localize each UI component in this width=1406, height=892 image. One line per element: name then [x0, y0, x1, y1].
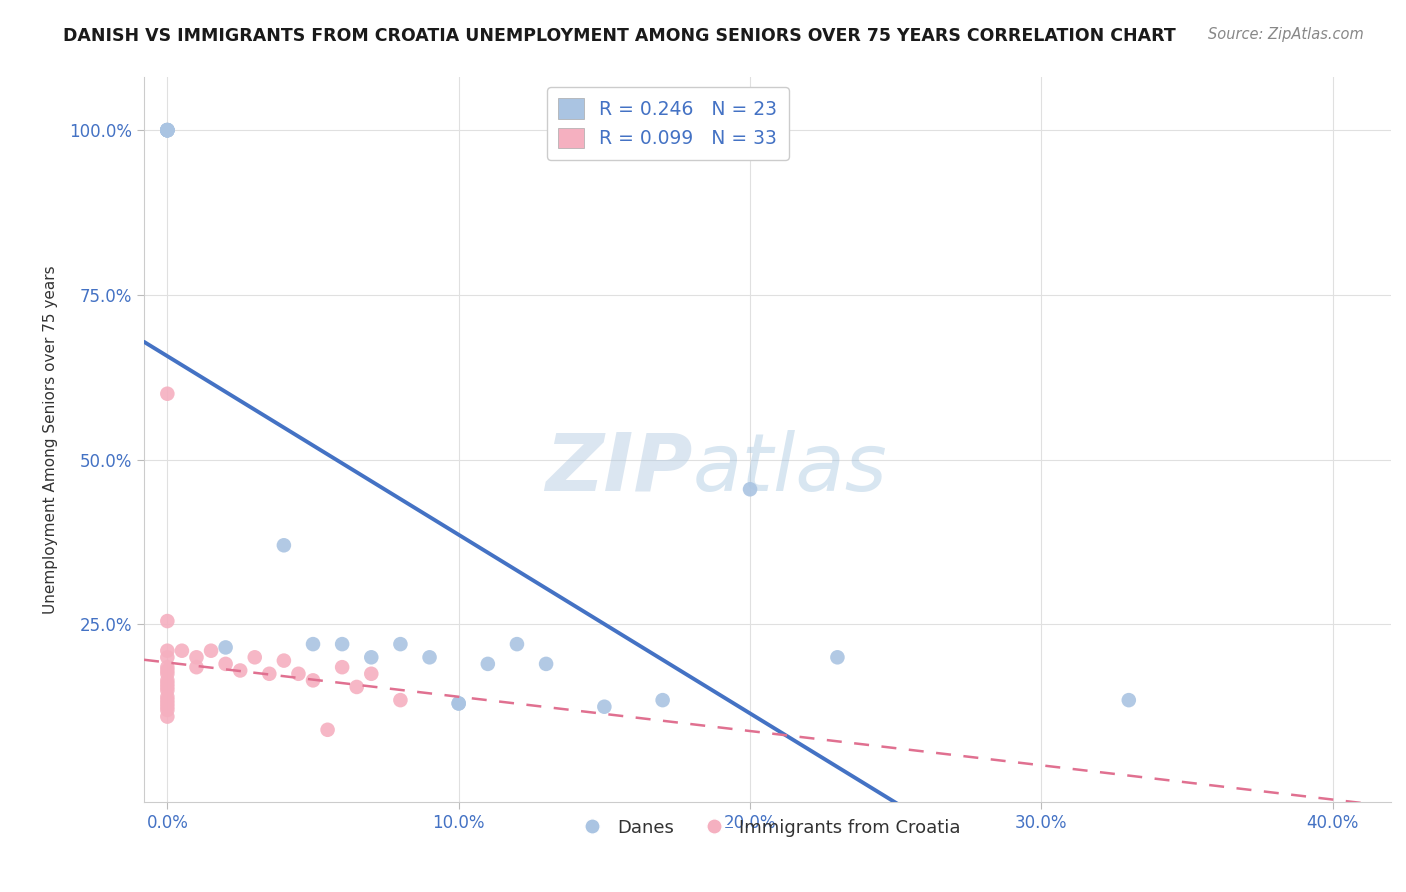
Point [170, 643, 193, 657]
Point [330, 637, 353, 651]
Point [156, 690, 179, 704]
Point [156, 123, 179, 137]
Point [360, 650, 382, 665]
Text: Source: ZipAtlas.com: Source: ZipAtlas.com [1208, 27, 1364, 42]
Point [477, 657, 499, 671]
Point [156, 666, 179, 681]
Point [506, 637, 529, 651]
Legend: Danes, Immigrants from Croatia: Danes, Immigrants from Croatia [567, 812, 969, 844]
Point [419, 650, 441, 665]
Point [156, 123, 179, 137]
Point [186, 660, 208, 674]
Point [827, 650, 849, 665]
Point [156, 650, 179, 665]
Point [214, 640, 236, 655]
Point [1118, 693, 1140, 707]
Point [302, 637, 325, 651]
Point [156, 123, 179, 137]
Point [229, 664, 252, 678]
Point [156, 123, 179, 137]
Point [186, 650, 208, 665]
Point [651, 693, 673, 707]
Point [156, 693, 179, 707]
Point [156, 660, 179, 674]
Point [360, 666, 382, 681]
Point [156, 614, 179, 628]
Point [447, 697, 470, 711]
Point [316, 723, 339, 737]
Point [243, 650, 266, 665]
Point [156, 123, 179, 137]
Text: atlas: atlas [693, 430, 887, 508]
Point [156, 123, 179, 137]
Point [273, 654, 295, 668]
Point [738, 483, 761, 497]
Point [156, 676, 179, 690]
Point [346, 680, 368, 694]
Point [534, 657, 557, 671]
Point [593, 699, 616, 714]
Point [330, 660, 353, 674]
Y-axis label: Unemployment Among Seniors over 75 years: Unemployment Among Seniors over 75 years [44, 266, 58, 615]
Point [156, 709, 179, 723]
Point [156, 697, 179, 711]
Text: DANISH VS IMMIGRANTS FROM CROATIA UNEMPLOYMENT AMONG SENIORS OVER 75 YEARS CORRE: DANISH VS IMMIGRANTS FROM CROATIA UNEMPL… [63, 27, 1175, 45]
Point [447, 697, 470, 711]
Point [259, 666, 281, 681]
Point [156, 386, 179, 401]
Point [200, 643, 222, 657]
Point [389, 693, 412, 707]
Point [156, 643, 179, 657]
Point [156, 699, 179, 714]
Point [389, 637, 412, 651]
Point [214, 657, 236, 671]
Point [156, 664, 179, 678]
Point [156, 703, 179, 717]
Point [156, 673, 179, 688]
Text: ZIP: ZIP [546, 430, 693, 508]
Point [287, 666, 309, 681]
Point [156, 683, 179, 698]
Point [302, 673, 325, 688]
Point [273, 538, 295, 552]
Point [156, 680, 179, 694]
